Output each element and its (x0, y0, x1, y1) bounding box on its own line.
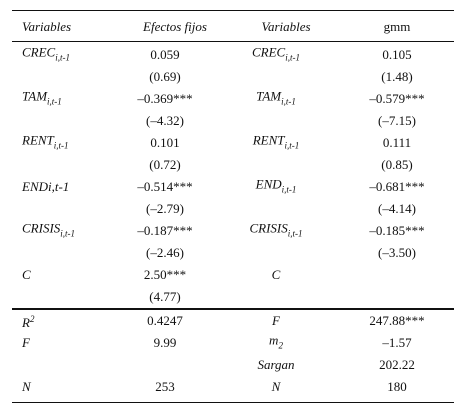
variable-cell: N (271, 379, 281, 394)
variable-cell: F (22, 335, 30, 350)
variable-name: RENT (22, 132, 54, 148)
value-cell: (–7.15) (378, 113, 416, 128)
top-rule (12, 10, 454, 11)
subscript: i,t-1 (53, 140, 69, 151)
variable-cell: RENTi,t-1 (22, 133, 69, 154)
variable-cell: N (22, 379, 31, 394)
subscript: i,t-1 (60, 228, 76, 239)
variable-name: m (269, 332, 279, 348)
value-cell: 202.22 (379, 357, 415, 372)
value-cell: (0.69) (149, 69, 181, 84)
variable-cell: ENDi,t-1 (256, 177, 297, 198)
subscript: i,t-1 (287, 228, 303, 239)
subscript: i,t-1 (281, 184, 297, 195)
value-cell: 0.101 (150, 135, 180, 150)
subscript: 2 (278, 340, 283, 351)
value-cell: –0.185*** (369, 223, 425, 238)
variable-cell: CRISISi,t-1 (249, 221, 302, 242)
variable-cell: R2 (22, 311, 34, 331)
subscript: i,t-1 (285, 52, 300, 63)
variable-name: R (22, 315, 30, 331)
value-cell: –0.514*** (137, 179, 193, 194)
value-cell: (–4.32) (146, 113, 184, 128)
bottom-rule (12, 402, 454, 403)
value-cell: 0.059 (150, 47, 180, 62)
variable-cell: C (271, 267, 281, 282)
value-cell: 9.99 (153, 335, 177, 350)
variable-cell: F (272, 313, 280, 328)
variable-name: END (255, 176, 282, 192)
value-cell: (1.48) (381, 69, 413, 84)
value-cell: –0.681*** (369, 179, 425, 194)
value-cell: 0.105 (382, 47, 412, 62)
value-cell: 247.88*** (369, 313, 425, 328)
variable-cell: CRISISi,t-1 (22, 221, 75, 242)
variable-cell: TAMi,t-1 (22, 89, 62, 110)
subscript: i,t-1 (47, 96, 62, 107)
variable-name: TAM (256, 88, 282, 104)
header-rule (12, 41, 454, 42)
header-cell: Variables (261, 19, 311, 34)
variable-name: TAM (22, 88, 48, 104)
value-cell: (–2.79) (146, 201, 184, 216)
value-cell: (–3.50) (378, 245, 416, 260)
variable-cell: CRECi,t-1 (252, 45, 300, 66)
subscript: i,t-1 (284, 140, 300, 151)
value-cell: –0.579*** (369, 91, 425, 106)
value-cell: (–4.14) (378, 201, 416, 216)
value-cell: (0.85) (381, 157, 413, 172)
variable-cell: TAMi,t-1 (256, 89, 296, 110)
variable-cell: ENDi,t-1 (22, 179, 70, 194)
header-cell: Variables (22, 19, 72, 34)
value-cell: –1.57 (382, 335, 412, 350)
section-rule (12, 308, 454, 310)
value-cell: (0.72) (149, 157, 181, 172)
value-cell: 253 (155, 379, 175, 394)
header-cell: gmm (383, 19, 411, 34)
value-cell: 2.50*** (143, 267, 187, 282)
value-cell: 0.111 (382, 135, 412, 150)
subscript: i,t-1 (281, 96, 296, 107)
value-cell: (4.77) (149, 289, 181, 304)
variable-cell: m2 (269, 333, 283, 354)
variable-cell: RENTi,t-1 (253, 133, 300, 154)
value-cell: –0.187*** (137, 223, 193, 238)
variable-name: CREC (22, 44, 56, 60)
variable-name: RENT (252, 132, 285, 148)
header-cell: Efectos fijos (143, 19, 207, 34)
value-cell: 0.4247 (147, 313, 183, 328)
superscript: 2 (29, 313, 35, 324)
subscript: i,t-1 (55, 52, 70, 63)
variable-cell: C (22, 267, 31, 282)
value-cell: –0.369*** (137, 91, 193, 106)
variable-cell: Sargan (257, 357, 295, 372)
variable-name: CRISIS (22, 220, 61, 236)
value-cell: 180 (387, 379, 407, 394)
variable-name: CREC (252, 44, 286, 60)
value-cell: (–2.46) (146, 245, 184, 260)
variable-cell: CRECi,t-1 (22, 45, 70, 66)
variable-name: CRISIS (249, 220, 288, 236)
